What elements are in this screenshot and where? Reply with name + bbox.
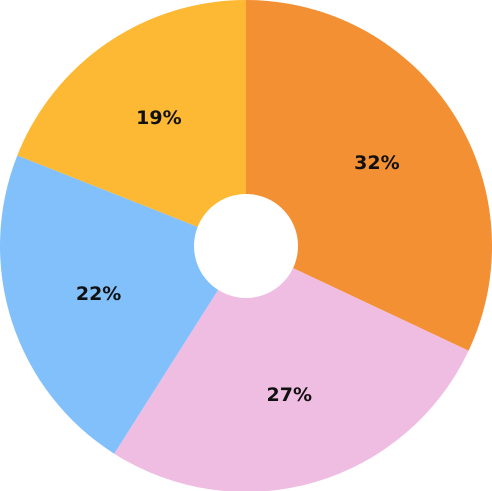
slice-label-1: 27%: [267, 384, 312, 406]
pie-slice-1: [114, 268, 469, 491]
pie-slice-0: [246, 0, 492, 351]
slice-label-3: 19%: [136, 107, 181, 129]
pie-slice-3: [17, 0, 247, 227]
slice-label-0: 32%: [354, 152, 399, 174]
slice-label-2: 22%: [76, 283, 121, 305]
pie-slice-2: [0, 155, 219, 454]
